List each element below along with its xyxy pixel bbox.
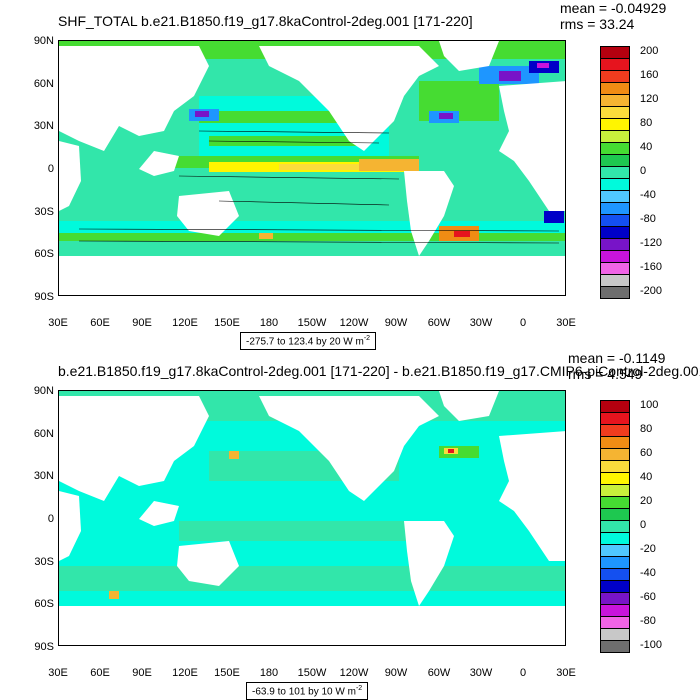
colorbar-swatch [600, 640, 630, 653]
colorbar-label: -40 [640, 189, 656, 201]
bottom-lat-label-60s: 60S [34, 598, 54, 610]
colorbar-label: 200 [640, 45, 659, 57]
colorbar-label: -80 [640, 615, 656, 627]
bottom-lat-label-0: 0 [47, 513, 54, 525]
colorbar-label: 40 [640, 141, 653, 153]
top-lat-label-30n: 30N [33, 120, 54, 132]
bottom-lon-label: 60W [427, 667, 451, 679]
bottom-units-exponent: -2 [355, 685, 363, 692]
colorbar-label: 60 [640, 447, 653, 459]
bottom-mean-stat: mean = -0.1149 [568, 350, 666, 366]
colorbar-label: 40 [640, 471, 653, 483]
top-contour-range-text: -275.7 to 123.4 by 20 W m [246, 336, 364, 348]
colorbar-label: -200 [640, 285, 663, 297]
bottom-lat-label-90n: 90N [33, 385, 54, 397]
top-map-plot [58, 40, 566, 296]
top-lon-label: 0 [519, 317, 527, 329]
colorbar-label: -120 [640, 237, 663, 249]
top-lat-label-60n: 60N [33, 78, 54, 90]
top-lat-label-90n: 90N [33, 35, 54, 47]
top-lat-label-0: 0 [47, 163, 54, 175]
colorbar-label: 0 [640, 519, 647, 531]
colorbar-label: -40 [640, 567, 656, 579]
top-lon-label: 60E [90, 317, 110, 329]
bottom-map-plot [58, 390, 566, 646]
colorbar-label: -100 [640, 639, 663, 651]
top-rms-stat: rms = 33.24 [560, 16, 635, 32]
colorbar-label: 20 [640, 495, 653, 507]
top-mean-stat: mean = -0.04929 [560, 0, 667, 16]
bottom-lat-label-30n: 30N [33, 470, 54, 482]
top-map-panel: SHF_TOTAL b.e21.B1850.f19_g17.8kaControl… [33, 0, 667, 351]
bottom-lon-label: 150E [214, 667, 240, 679]
colorbar-label: 100 [640, 399, 659, 411]
bottom-map-panel: b.e21.B1850.f19_g17.8kaControl-2deg.001 … [0, 350, 700, 700]
bottom-lon-label: 120W [339, 667, 369, 679]
colorbar-label: -20 [640, 543, 656, 555]
top-lon-label: 30E [48, 317, 68, 329]
top-lat-label-90s: 90S [34, 291, 54, 303]
top-contour-range-box: -275.7 to 123.4 by 20 W m-2 [240, 332, 377, 351]
bottom-lon-label: 30E [48, 667, 68, 679]
colorbar-label: 120 [640, 93, 659, 105]
top-units-exponent: -2 [363, 335, 371, 342]
top-lon-label: 90W [384, 317, 408, 329]
bottom-panel-title: b.e21.B1850.f19_g17.8kaControl-2deg.001 … [58, 363, 700, 379]
colorbar-label: 80 [640, 423, 653, 435]
bottom-lon-label: 30E [556, 667, 576, 679]
top-panel-title: SHF_TOTAL b.e21.B1850.f19_g17.8kaControl… [58, 13, 473, 29]
colorbar-label: -160 [640, 261, 663, 273]
bottom-lon-label: 30W [469, 667, 493, 679]
bottom-lon-label: 150W [297, 667, 327, 679]
bottom-lon-label: 90E [132, 667, 152, 679]
bottom-lon-label: 60E [90, 667, 110, 679]
bottom-map-field [59, 391, 565, 645]
bottom-rms-stat: rms = 4.549 [568, 366, 643, 382]
top-lon-label: 60W [427, 317, 451, 329]
bottom-lon-label: 120E [172, 667, 198, 679]
top-lat-label-30s: 30S [34, 206, 54, 218]
bottom-contour-range-box: -63.9 to 101 by 10 W m-2 [246, 682, 369, 700]
bottom-lat-label-30s: 30S [34, 556, 54, 568]
bottom-lat-label-60n: 60N [33, 428, 54, 440]
colorbar-swatch [600, 286, 630, 299]
top-lon-label: 180 [259, 317, 279, 329]
top-lon-label: 120W [339, 317, 369, 329]
bottom-lat-label-90s: 90S [34, 641, 54, 653]
top-colorbar [600, 46, 630, 299]
top-lon-label: 150E [214, 317, 240, 329]
colorbar-label: 0 [640, 165, 647, 177]
bottom-lon-label: 180 [259, 667, 279, 679]
colorbar-label: 80 [640, 117, 653, 129]
colorbar-label: -60 [640, 591, 656, 603]
top-lon-label: 90E [132, 317, 152, 329]
top-lon-label: 30W [469, 317, 493, 329]
colorbar-label: -80 [640, 213, 656, 225]
top-map-field [59, 41, 565, 295]
top-lat-label-60s: 60S [34, 248, 54, 260]
bottom-contour-range-text: -63.9 to 101 by 10 W m [252, 686, 356, 698]
top-lon-label: 150W [297, 317, 327, 329]
bottom-colorbar [600, 400, 630, 653]
bottom-lon-label: 0 [519, 667, 527, 679]
bottom-lon-label: 90W [384, 667, 408, 679]
top-lon-label: 120E [172, 317, 198, 329]
top-lon-label: 30E [556, 317, 576, 329]
colorbar-label: 160 [640, 69, 659, 81]
